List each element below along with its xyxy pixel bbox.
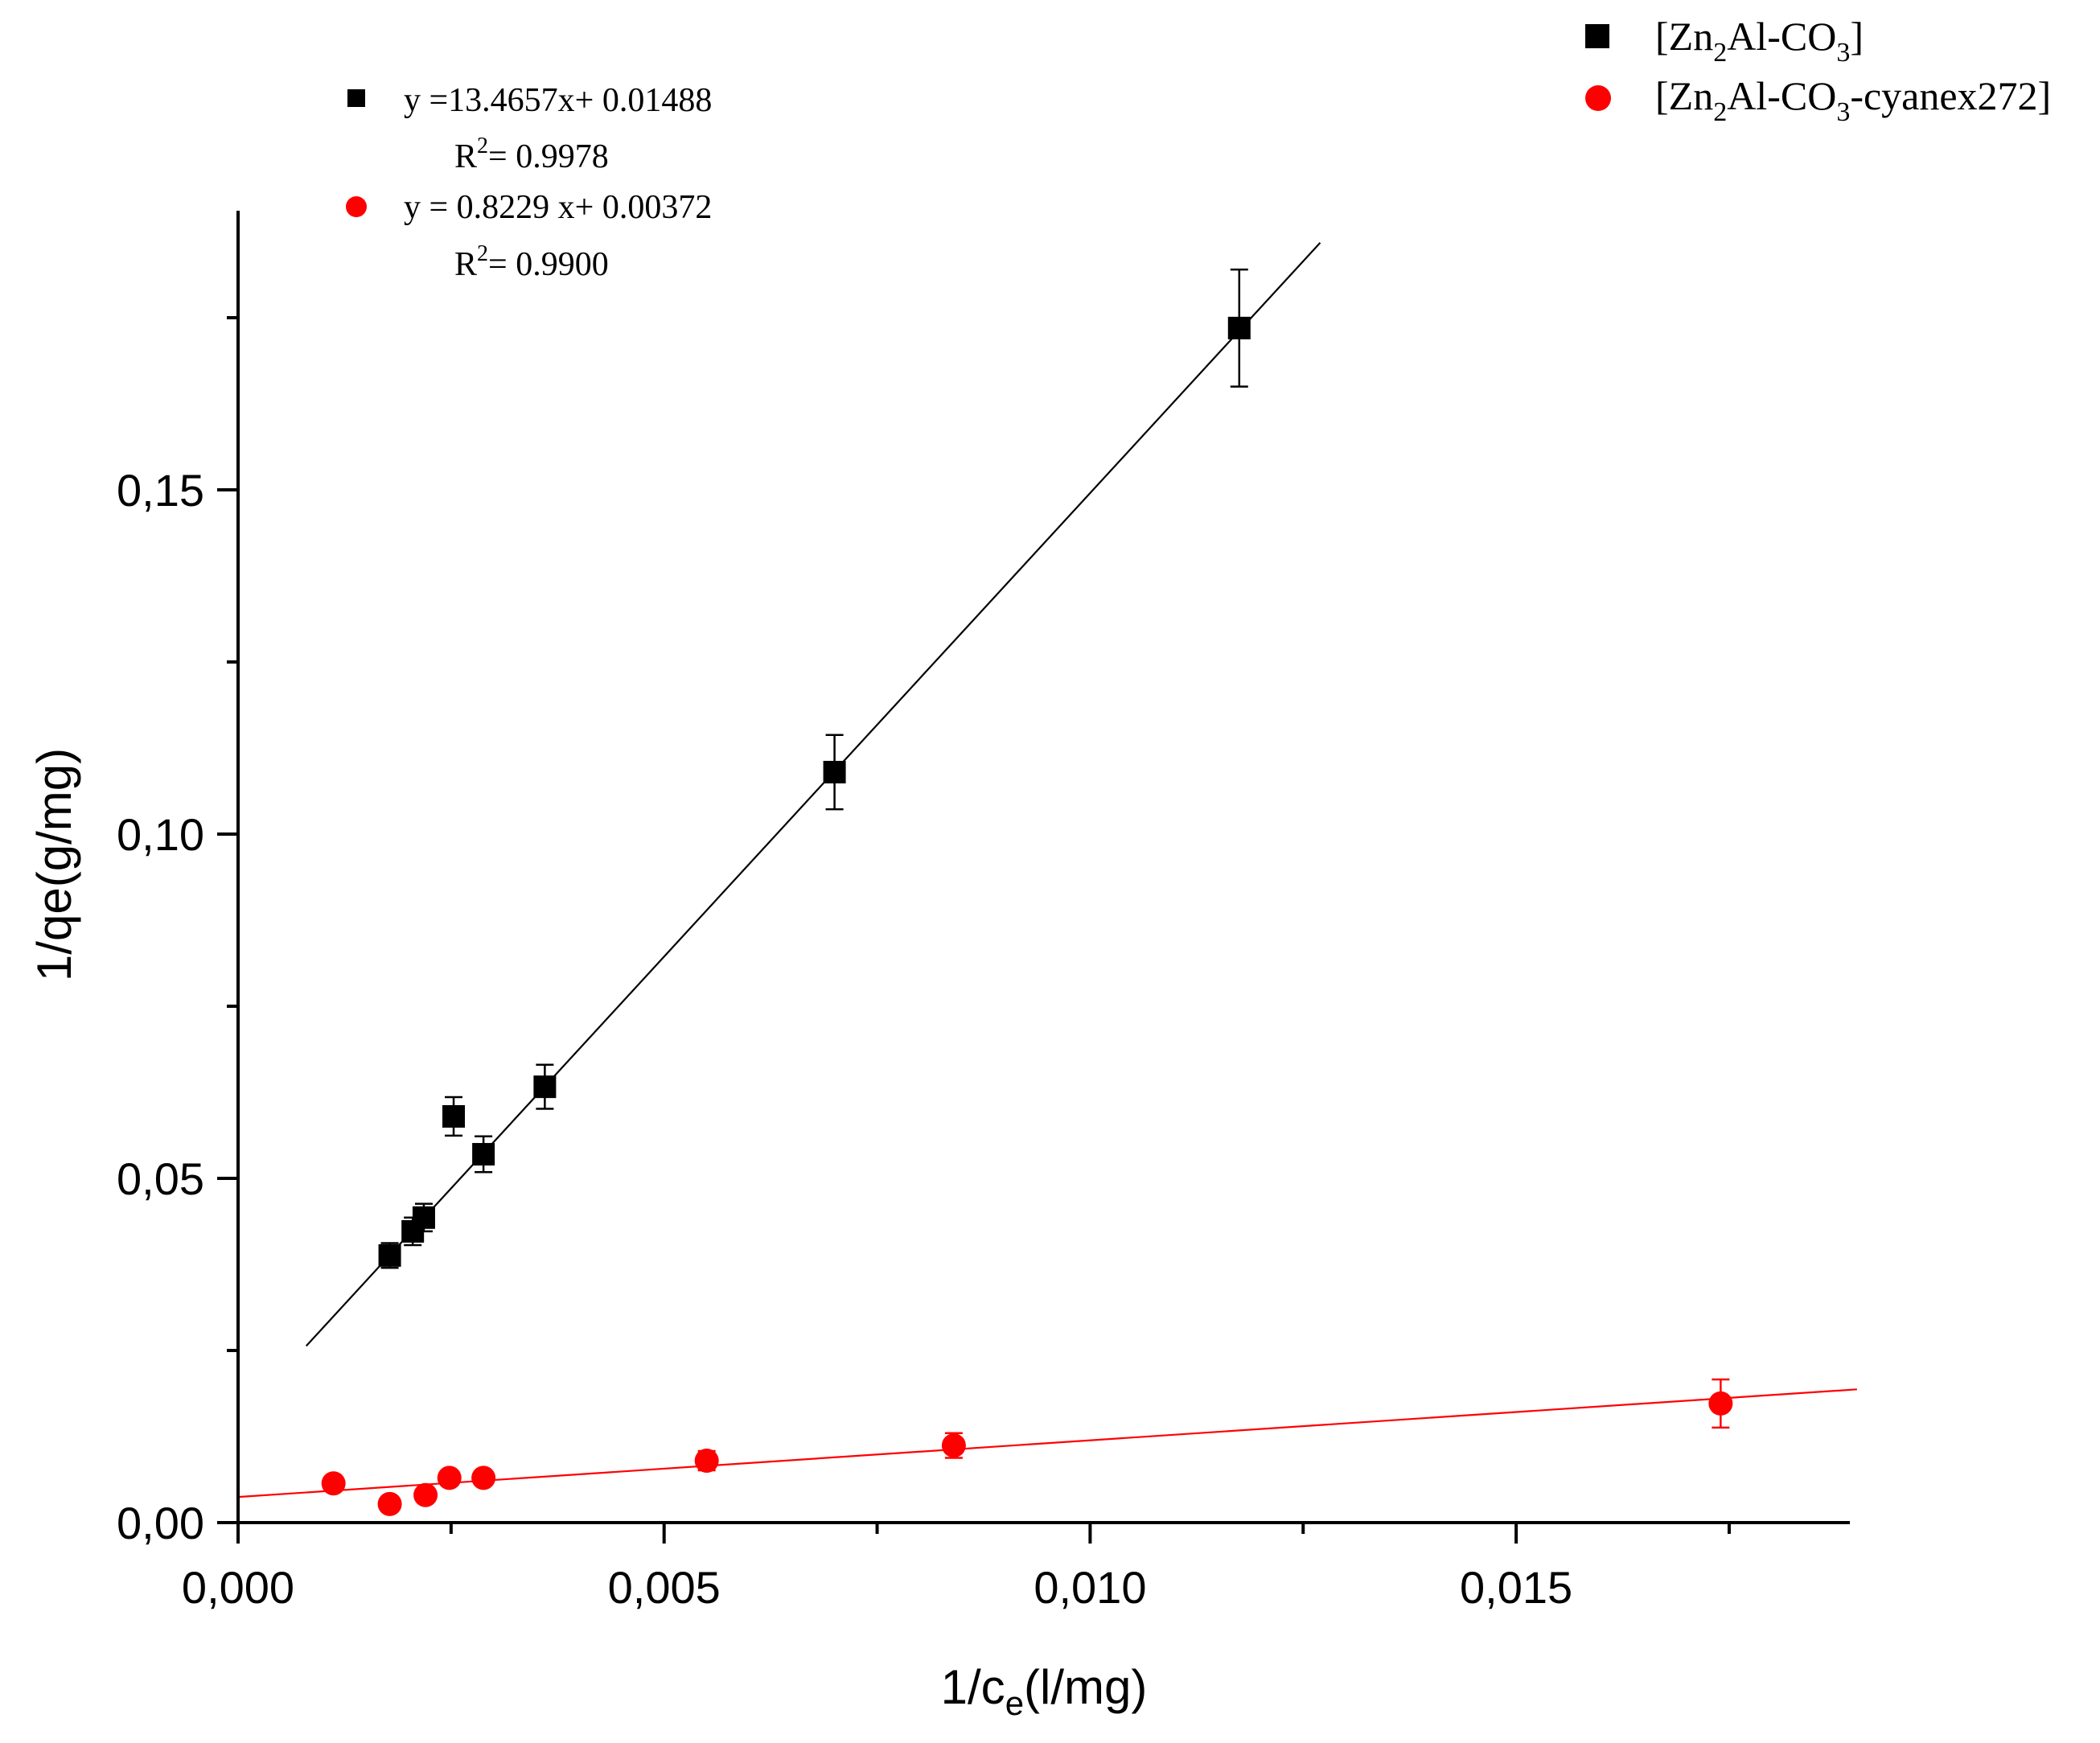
equation-red-text: y = 0.8229 x+ 0.00372	[404, 189, 712, 226]
fit-lines	[237, 241, 1857, 1498]
x-tick-label: 0,005	[608, 1562, 721, 1613]
data-point-square	[1227, 316, 1251, 339]
data-point-square	[412, 1206, 435, 1229]
x-axis-ticks: 0,000 0,005 0,010 0,015	[182, 1523, 1731, 1613]
data-point-square	[472, 1143, 495, 1166]
data-point-circle	[377, 1491, 402, 1516]
y-tick-label: 0,10	[117, 809, 204, 860]
x-tick-label: 0,000	[182, 1562, 294, 1613]
data-point-circle	[321, 1471, 346, 1496]
y-axis-ticks: 0,00 0,05 0,10 0,15	[117, 316, 238, 1548]
legend-text-part: [Zn	[1655, 73, 1713, 118]
data-point-circle	[694, 1448, 719, 1473]
legend-text-part: 3	[1836, 38, 1850, 68]
data-point-circle	[941, 1433, 966, 1458]
y-tick-label: 0,00	[117, 1498, 204, 1548]
legend-label-zn2al-co3: [Zn2Al-CO3]	[1655, 14, 1864, 68]
legend-text-part: 2	[1713, 38, 1727, 68]
legend: [Zn2Al-CO3] [Zn2Al-CO3-cyanex272]	[1585, 14, 2051, 127]
data-point-circle	[413, 1482, 438, 1507]
fit-line-series-0	[305, 241, 1321, 1347]
equation-block-red: y = 0.8229 x+ 0.00372 R2= 0.9900	[346, 189, 712, 283]
legend-text-part: 3	[1836, 97, 1850, 127]
equation-red-marker	[346, 196, 367, 217]
legend-text-part: Al-CO	[1727, 14, 1836, 59]
data-point-circle	[437, 1466, 462, 1490]
y-tick-label: 0,05	[117, 1153, 204, 1204]
legend-marker-black-square	[1585, 24, 1609, 48]
data-point-circle	[1708, 1391, 1733, 1416]
data-point-square	[533, 1075, 557, 1099]
legend-text-part: ]	[1850, 14, 1864, 59]
data-point-square	[442, 1104, 466, 1128]
legend-text-part: 2	[1713, 97, 1727, 127]
r2-red-text: R2= 0.9900	[454, 241, 609, 283]
y-axis-title: 1/qe(g/mg)	[27, 748, 81, 981]
data-point-circle	[471, 1466, 496, 1490]
equation-black-text: y =13.4657x+ 0.01488	[404, 82, 712, 119]
equation-block-black: y =13.4657x+ 0.01488 R2= 0.9978	[347, 82, 712, 175]
legend-label-zn2al-co3-cyanex272: [Zn2Al-CO3-cyanex272]	[1655, 73, 2051, 127]
data-point-square	[378, 1244, 401, 1267]
error-bars	[324, 268, 1730, 1511]
data-point-square	[823, 760, 846, 783]
r2-black-text: R2= 0.9978	[454, 134, 609, 175]
x-tick-label: 0,010	[1034, 1562, 1146, 1613]
x-tick-label: 0,015	[1460, 1562, 1572, 1613]
equation-black-marker	[347, 89, 365, 107]
legend-text-part: -cyanex272]	[1850, 73, 2051, 118]
legend-text-part: [Zn	[1655, 14, 1713, 59]
y-tick-label: 0,15	[117, 465, 204, 516]
x-axis-title: 1/ce(l/mg)	[941, 1660, 1148, 1722]
legend-marker-red-circle	[1585, 85, 1611, 111]
legend-text-part: Al-CO	[1727, 73, 1836, 118]
fit-line-series-1	[237, 1388, 1857, 1498]
data-markers	[321, 316, 1733, 1516]
